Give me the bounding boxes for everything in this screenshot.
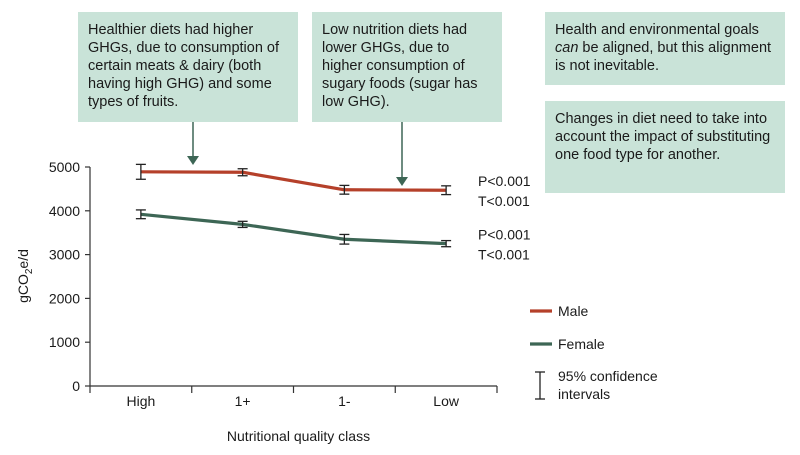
error-bar-male	[135, 163, 146, 180]
legend: Male Female 95% confidence intervals	[530, 303, 658, 402]
callout-low-nutrition-diets: Low nutrition diets had lower GHGs, due …	[312, 12, 502, 122]
callout-low-nutrition-text: Low nutrition diets had lower GHGs, due …	[322, 22, 478, 110]
y-axis-title: gCO2e/d	[15, 249, 35, 303]
error-bar-female	[135, 209, 146, 220]
callout-goals: Health and environmental goals can be al…	[545, 12, 785, 85]
stat-t-male: T<0.001	[478, 193, 530, 209]
stat-p-female: P<0.001	[478, 227, 531, 243]
callout-goals-suffix: be aligned, but this alignment is not in…	[555, 40, 772, 74]
series-line-male	[140, 170, 447, 192]
callout-changes-text: Changes in diet need to take into accoun…	[555, 111, 771, 163]
callout-healthier-text: Healthier diets had higher GHGs, due to …	[88, 22, 280, 110]
legend-ci-line1: 95% confidence	[558, 368, 658, 384]
y-axis-title-main: gCO	[15, 274, 31, 303]
stat-p-male: P<0.001	[478, 173, 531, 189]
legend-ci-icon	[535, 371, 545, 400]
y-tick-label: 4000	[49, 203, 80, 219]
y-tick-label: 5000	[49, 159, 80, 175]
error-bar-male	[339, 184, 350, 195]
y-tick-label: 0	[72, 378, 80, 394]
y-axis-title-tail: e/d	[15, 249, 31, 268]
y-tick-label: 2000	[49, 290, 80, 306]
y-tick-label: 3000	[49, 247, 80, 263]
x-tick-label: Low	[433, 393, 460, 409]
legend-label-male: Male	[558, 303, 589, 319]
stat-labels: P<0.001 T<0.001 P<0.001 T<0.001	[478, 173, 531, 262]
y-tick-label: 1000	[49, 334, 80, 350]
callout-healthier-diets: Healthier diets had higher GHGs, due to …	[78, 12, 298, 122]
x-tick-label: 1+	[235, 393, 251, 409]
arrow-healthier-head	[187, 156, 199, 165]
callout-goals-emphasis: can	[555, 40, 579, 56]
legend-ci-line2: intervals	[558, 386, 610, 402]
arrow-low-nutrition-head	[396, 177, 408, 186]
x-tick-label: 1-	[338, 393, 351, 409]
callout-arrows	[187, 122, 408, 186]
error-bar-female	[441, 239, 452, 248]
error-bar-female	[237, 220, 248, 229]
series-line-female	[140, 212, 447, 246]
callout-goals-prefix: Health and environmental goals	[555, 22, 759, 38]
callout-diet-changes: Changes in diet need to take into accoun…	[545, 101, 785, 193]
series-group	[135, 163, 452, 248]
error-bar-male	[441, 185, 452, 196]
error-bar-female	[339, 233, 350, 245]
y-axis-title-sub: 2	[24, 268, 35, 274]
x-axis-title: Nutritional quality class	[227, 428, 370, 444]
legend-label-female: Female	[558, 336, 605, 352]
axes: 0 1000 2000 3000 4000 5000 High 1+ 1- Low Nutritio…	[15, 159, 498, 444]
x-tick-label: High	[126, 393, 155, 409]
stat-t-female: T<0.001	[478, 247, 530, 263]
error-bar-male	[237, 168, 248, 177]
